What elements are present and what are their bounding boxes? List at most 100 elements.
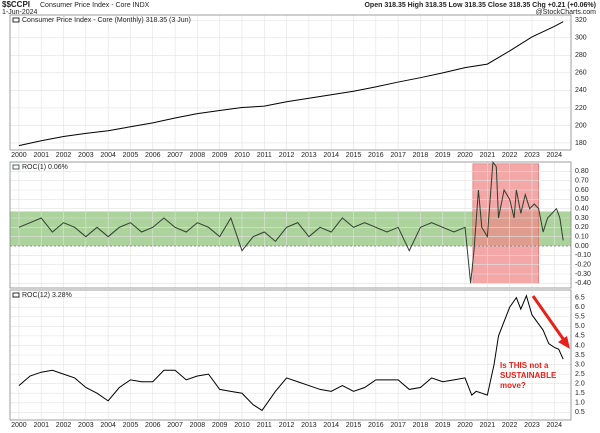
annotation: Is THIS not a: [500, 361, 549, 370]
x-tick-label: 2000: [11, 422, 27, 429]
panel-frame: [9, 161, 572, 289]
y-tick-label: 0.00: [575, 243, 589, 250]
x-tick-label: 2017: [390, 422, 406, 429]
panel-frame: [9, 14, 572, 151]
x-tick-label: 2000: [11, 152, 27, 159]
y-tick-label: -0.10: [575, 252, 591, 259]
x-tick-label: 2011: [257, 422, 272, 429]
x-tick-label: 2016: [368, 152, 384, 159]
x-tick-label: 2022: [502, 152, 518, 159]
x-tick-label: 2006: [145, 422, 161, 429]
panel-frame: [9, 289, 572, 421]
x-tick-label: 2011: [257, 152, 272, 159]
symbol: $$CCPI: [2, 0, 30, 9]
y-tick-label: 1.5: [575, 390, 585, 397]
x-tick-label: 2003: [78, 422, 94, 429]
data-line: [18, 21, 564, 147]
y-tick-label: 6.5: [575, 294, 585, 301]
y-tick-label: 0.50: [575, 196, 589, 203]
x-tick-label: 2023: [524, 422, 540, 429]
y-tick-label: 2.5: [575, 371, 585, 378]
credit: @StockCharts.com: [536, 9, 597, 16]
x-tick-label: 2020: [457, 422, 473, 429]
x-tick-label: 2003: [78, 152, 94, 159]
x-tick-label: 2004: [100, 422, 116, 429]
x-tick-label: 2020: [457, 152, 473, 159]
x-tick-label: 2014: [323, 422, 339, 429]
x-tick-label: 2002: [56, 422, 72, 429]
x-tick-label: 2007: [167, 422, 183, 429]
y-tick-label: 0.20: [575, 224, 589, 231]
legend-icon: [12, 292, 20, 298]
x-tick-label: 2010: [234, 422, 250, 429]
panel-title: ROC(12) 3.28%: [22, 292, 72, 299]
x-tick-label: 2005: [123, 422, 139, 429]
panel-background: [10, 15, 571, 150]
y-tick-label: 220: [575, 105, 587, 112]
y-tick-label: -0.30: [575, 271, 591, 278]
x-tick-label: 2014: [323, 152, 339, 159]
y-tick-label: 1.0: [575, 400, 585, 407]
annotation: move?: [500, 381, 526, 390]
x-tick-label: 2008: [190, 152, 206, 159]
y-tick-label: 260: [575, 70, 587, 77]
y-tick-label: 200: [575, 122, 587, 129]
x-tick-label: 2019: [435, 422, 451, 429]
x-tick-label: 2013: [301, 152, 317, 159]
y-tick-label: 0.10: [575, 234, 589, 241]
quote: Open 318.35 High 318.35 Low 318.35 Close…: [364, 2, 596, 9]
x-tick-label: 2021: [480, 152, 496, 159]
y-tick-label: 3.5: [575, 352, 585, 359]
y-tick-label: 0.60: [575, 187, 589, 194]
x-tick-label: 2013: [301, 422, 317, 429]
y-tick-label: 5.0: [575, 323, 585, 330]
y-tick-label: 180: [575, 140, 587, 147]
y-tick-label: 320: [575, 17, 587, 24]
x-tick-label: 2024: [546, 422, 562, 429]
panel-title: ROC(1) 0.06%: [22, 164, 68, 171]
x-tick-label: 2012: [279, 152, 295, 159]
y-tick-label: 0.5: [575, 409, 585, 416]
y-tick-label: -0.40: [575, 280, 591, 287]
x-tick-label: 2023: [524, 152, 540, 159]
y-tick-label: 4.0: [575, 342, 585, 349]
x-tick-label: 2006: [145, 152, 161, 159]
shaded-zone: [472, 163, 539, 284]
x-tick-label: 2004: [100, 152, 116, 159]
x-tick-label: 2009: [212, 152, 228, 159]
x-tick-label: 2010: [234, 152, 250, 159]
x-tick-label: 2015: [346, 422, 362, 429]
legend-icon: [12, 164, 20, 170]
y-tick-label: 4.5: [575, 333, 585, 340]
y-tick-label: 0.40: [575, 206, 589, 213]
annotation: SUSTAINABLE: [500, 371, 557, 380]
x-tick-label: 2012: [279, 422, 295, 429]
y-tick-label: 0.80: [575, 168, 589, 175]
x-tick-label: 2001: [33, 422, 49, 429]
plots: 180 200 220 240 260 280 300 320 2000 2001 2002 2003…: [9, 14, 591, 429]
x-tick-label: 2024: [546, 152, 562, 159]
y-tick-label: 0.70: [575, 178, 589, 185]
data-line: [18, 160, 564, 284]
x-tick-label: 2022: [502, 422, 518, 429]
y-tick-label: 2.0: [575, 381, 585, 388]
panel-title: Consumer Price Index - Core (Monthly) 31…: [22, 17, 191, 24]
arrow-head: [558, 336, 570, 349]
x-tick-label: 2018: [413, 422, 429, 429]
x-tick-label: 2016: [368, 422, 384, 429]
y-tick-label: 0.30: [575, 215, 589, 222]
y-tick-label: 300: [575, 35, 587, 42]
arrow: [531, 295, 568, 344]
y-tick-label: -0.20: [575, 262, 591, 269]
data-line: [18, 294, 564, 412]
x-tick-label: 2005: [123, 152, 139, 159]
x-tick-label: 2017: [390, 152, 406, 159]
date: 1-Jun-2024: [2, 9, 38, 16]
y-tick-label: 6.0: [575, 304, 585, 311]
x-tick-label: 2019: [435, 152, 451, 159]
x-tick-label: 2018: [413, 152, 429, 159]
legend-icon: [12, 17, 20, 23]
x-tick-label: 2009: [212, 422, 228, 429]
x-tick-label: 2001: [33, 152, 49, 159]
